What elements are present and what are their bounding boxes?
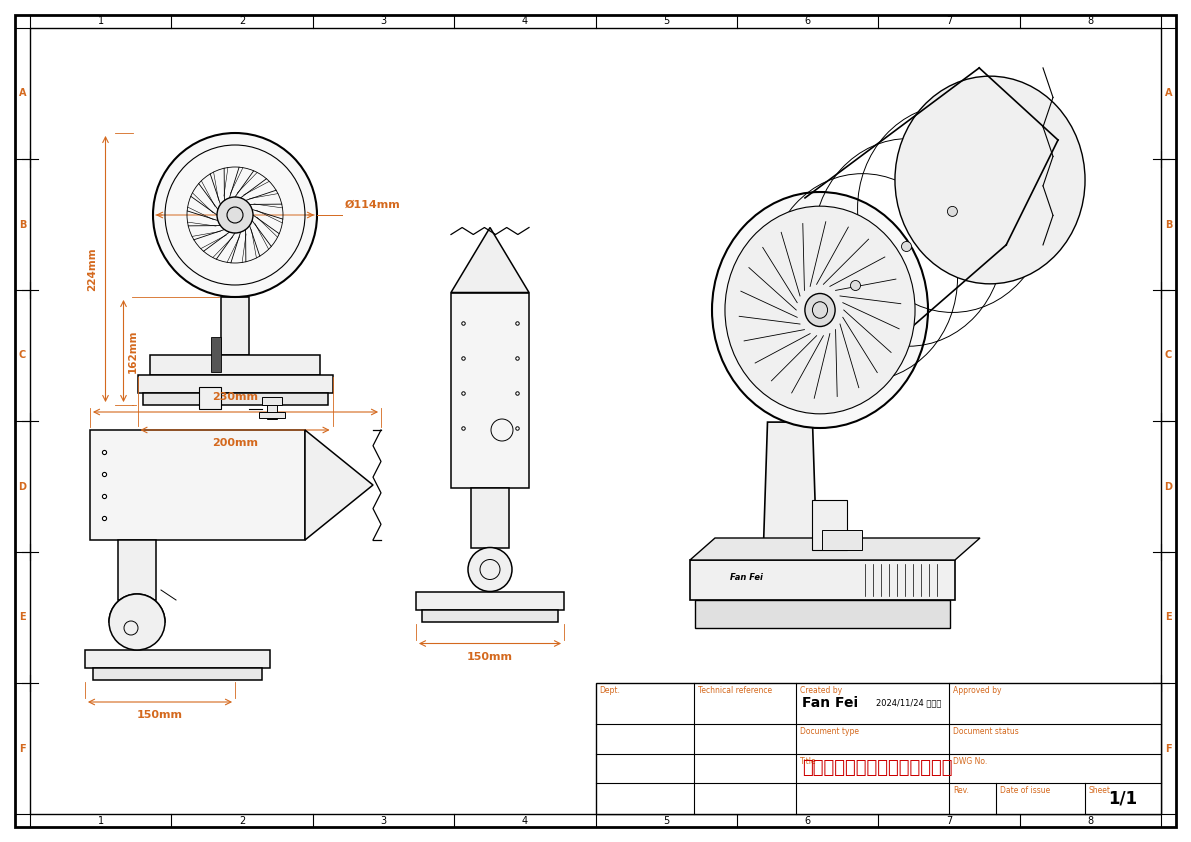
Text: 6: 6 bbox=[804, 816, 811, 825]
Text: 1/1: 1/1 bbox=[1109, 789, 1137, 807]
Text: Fan Fei: Fan Fei bbox=[730, 573, 763, 582]
Text: E: E bbox=[1165, 612, 1172, 622]
Text: F: F bbox=[1165, 743, 1172, 754]
Text: 1: 1 bbox=[98, 816, 104, 825]
Text: Rev.: Rev. bbox=[953, 786, 968, 795]
Text: B: B bbox=[19, 220, 26, 230]
Text: B: B bbox=[1165, 220, 1172, 230]
Text: D: D bbox=[1165, 482, 1172, 492]
Text: 5: 5 bbox=[663, 17, 669, 26]
Text: Sheet: Sheet bbox=[1089, 786, 1111, 795]
Text: Approved by: Approved by bbox=[953, 686, 1002, 695]
Bar bbox=[267, 405, 278, 419]
Text: 8: 8 bbox=[1087, 17, 1093, 26]
Bar bbox=[222, 297, 249, 355]
Bar bbox=[812, 500, 847, 550]
Text: 1: 1 bbox=[98, 17, 104, 26]
Text: 3: 3 bbox=[380, 816, 387, 825]
Bar bbox=[470, 488, 509, 547]
Bar bbox=[696, 600, 950, 628]
Text: Ø114mm: Ø114mm bbox=[345, 200, 400, 210]
Text: 7: 7 bbox=[946, 816, 952, 825]
Bar bbox=[150, 355, 320, 375]
Bar bbox=[416, 591, 565, 610]
Text: 230mm: 230mm bbox=[212, 392, 258, 402]
Circle shape bbox=[152, 133, 317, 297]
Polygon shape bbox=[763, 422, 817, 560]
Bar bbox=[118, 540, 156, 600]
Text: 224mm: 224mm bbox=[87, 248, 98, 290]
Ellipse shape bbox=[712, 192, 928, 428]
Circle shape bbox=[110, 594, 166, 650]
Text: D: D bbox=[19, 482, 26, 492]
Text: C: C bbox=[19, 350, 26, 360]
Bar bbox=[137, 375, 332, 393]
Text: Fan Fei: Fan Fei bbox=[803, 696, 859, 711]
Text: C: C bbox=[1165, 350, 1172, 360]
Text: 150mm: 150mm bbox=[467, 652, 513, 662]
Text: A: A bbox=[19, 88, 26, 99]
Bar bbox=[690, 560, 955, 600]
Text: 8: 8 bbox=[1087, 816, 1093, 825]
Ellipse shape bbox=[725, 206, 915, 413]
Text: 大涵道比仿真飞机嘴气引擎风扇: 大涵道比仿真飞机嘴气引擎风扇 bbox=[803, 759, 953, 777]
Bar bbox=[596, 683, 1161, 814]
Text: A: A bbox=[1165, 88, 1172, 99]
Text: 3: 3 bbox=[380, 17, 387, 26]
Text: 5: 5 bbox=[663, 816, 669, 825]
Bar bbox=[211, 337, 222, 372]
Text: 2024/11/24 星期日: 2024/11/24 星期日 bbox=[877, 699, 942, 708]
Bar bbox=[199, 387, 222, 409]
Bar bbox=[85, 650, 270, 668]
Bar bbox=[451, 292, 529, 488]
Bar bbox=[91, 430, 305, 540]
Text: 4: 4 bbox=[522, 17, 528, 26]
Circle shape bbox=[850, 280, 861, 290]
Circle shape bbox=[947, 206, 958, 216]
Polygon shape bbox=[110, 594, 166, 622]
Text: 200mm: 200mm bbox=[212, 438, 258, 448]
Text: Dept.: Dept. bbox=[599, 686, 621, 695]
Text: Document type: Document type bbox=[800, 727, 859, 736]
Bar bbox=[143, 393, 328, 405]
Bar bbox=[822, 530, 862, 550]
Text: Document status: Document status bbox=[953, 727, 1018, 736]
Text: E: E bbox=[19, 612, 26, 622]
Text: Technical reference: Technical reference bbox=[698, 686, 773, 695]
Ellipse shape bbox=[894, 76, 1085, 284]
Text: Title: Title bbox=[800, 757, 817, 765]
Circle shape bbox=[217, 197, 252, 233]
Ellipse shape bbox=[805, 294, 835, 327]
Polygon shape bbox=[305, 430, 373, 540]
Circle shape bbox=[468, 547, 512, 591]
Text: 4: 4 bbox=[522, 816, 528, 825]
Text: DWG No.: DWG No. bbox=[953, 757, 987, 765]
Circle shape bbox=[902, 242, 911, 252]
Bar bbox=[93, 668, 262, 680]
Text: F: F bbox=[19, 743, 26, 754]
Polygon shape bbox=[690, 538, 980, 560]
Text: 6: 6 bbox=[804, 17, 811, 26]
Text: Created by: Created by bbox=[800, 686, 842, 695]
Polygon shape bbox=[451, 227, 529, 292]
Text: 150mm: 150mm bbox=[137, 710, 183, 720]
Text: Date of issue: Date of issue bbox=[999, 786, 1049, 795]
Bar bbox=[258, 412, 285, 418]
Text: 162mm: 162mm bbox=[127, 329, 137, 373]
Text: 2: 2 bbox=[239, 816, 245, 825]
Bar bbox=[262, 397, 282, 405]
Bar bbox=[422, 610, 559, 621]
Text: 7: 7 bbox=[946, 17, 952, 26]
Text: 2: 2 bbox=[239, 17, 245, 26]
